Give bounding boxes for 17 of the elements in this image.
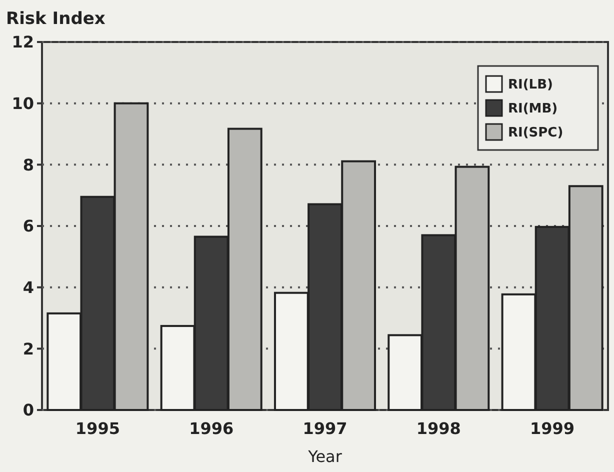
x-axis-title: Year	[307, 447, 342, 466]
y-tick-label: 4	[22, 278, 34, 297]
y-tick-label: 8	[22, 155, 34, 174]
x-tick-label: 1995	[75, 419, 120, 438]
x-tick-label: 1996	[189, 419, 234, 438]
legend-label: RI(LB)	[508, 78, 553, 93]
y-tick-label: 10	[12, 94, 34, 113]
y-axis-title: Risk Index	[6, 9, 106, 29]
x-tick-label: 1999	[530, 419, 575, 438]
y-tick-label: 2	[22, 339, 34, 358]
legend-label: RI(SPC)	[508, 126, 564, 141]
y-tick-label: 0	[22, 400, 34, 420]
x-tick-label: 1997	[302, 419, 348, 438]
legend-label: RI(MB)	[508, 102, 558, 117]
y-tick-label: 12	[12, 32, 34, 52]
x-tick-label: 1998	[416, 419, 461, 438]
y-tick-label: 6	[22, 216, 34, 236]
